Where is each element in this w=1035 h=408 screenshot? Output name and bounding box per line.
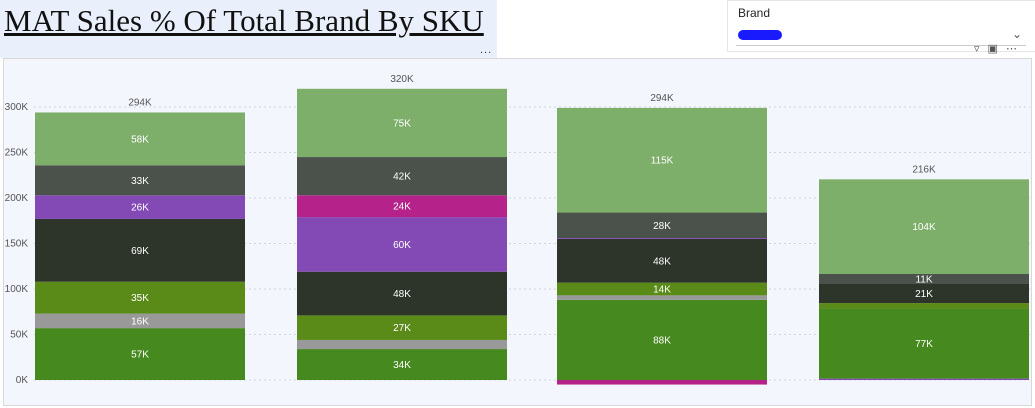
total-label: 216K: [912, 164, 936, 175]
data-label: 11K: [915, 274, 932, 285]
bar-segment: [297, 217, 507, 272]
bar-segment: [297, 349, 507, 380]
bar-segment: [35, 218, 245, 282]
data-label: 57K: [131, 350, 149, 361]
bar-segment: [35, 112, 245, 166]
brand-slicer[interactable]: Brand ⌄: [727, 0, 1035, 52]
slicer-label: Brand: [738, 6, 771, 20]
data-label: 58K: [131, 134, 149, 145]
more-options-icon[interactable]: ⋯: [1005, 43, 1017, 55]
data-label: 42K: [393, 172, 411, 183]
bar-segment: [819, 378, 1029, 380]
focus-mode-icon[interactable]: ▣: [987, 43, 998, 55]
bar-segment: [557, 299, 767, 380]
total-label: 294K: [650, 93, 674, 104]
data-label: 104K: [912, 222, 936, 233]
data-label: 21K: [915, 289, 933, 300]
brand-dropdown[interactable]: ⌄: [736, 25, 1026, 46]
more-options-icon[interactable]: ...: [480, 44, 493, 56]
redacted-value: [738, 30, 782, 40]
bar-segment: [557, 238, 767, 239]
y-tick-label: 250K: [5, 148, 29, 159]
data-label: 34K: [393, 360, 411, 371]
bar-segment: [35, 328, 245, 380]
bar-segment: [557, 107, 767, 213]
data-label: 24K: [393, 202, 411, 213]
total-label: 294K: [128, 97, 152, 108]
y-tick-label: 0K: [16, 375, 29, 386]
bar-segment: [819, 303, 1029, 309]
page-title: MAT Sales % Of Total Brand By SKU: [4, 3, 484, 38]
bar-segment: [297, 315, 507, 340]
y-tick-label: 50K: [10, 330, 28, 341]
bar-segment: [35, 195, 245, 219]
filter-icon[interactable]: ▿: [974, 43, 980, 55]
bar-segment: [297, 88, 507, 158]
bar-segment: [819, 179, 1029, 274]
data-label: 28K: [653, 221, 671, 232]
bar-segment: [297, 195, 507, 218]
data-label: 48K: [393, 289, 411, 300]
data-label: 115K: [651, 156, 674, 167]
data-label: 69K: [131, 246, 149, 257]
bar-segment: [35, 313, 245, 329]
y-tick-label: 150K: [5, 239, 29, 250]
data-label: 27K: [393, 323, 411, 334]
data-label: 75K: [393, 118, 411, 129]
y-tick-label: 200K: [5, 193, 29, 204]
data-label: 33K: [131, 176, 149, 187]
visual-header-icons: ▿ ▣ ⋯: [974, 42, 1034, 56]
bar-segment: [557, 295, 767, 300]
bar-segment: [35, 281, 245, 314]
data-label: 60K: [393, 240, 411, 251]
data-label: 14K: [653, 285, 671, 296]
bar-segment: [297, 271, 507, 316]
bar-segment: [819, 283, 1029, 304]
data-label: 77K: [915, 339, 933, 350]
data-label: 48K: [653, 256, 671, 267]
bar-segment: [819, 273, 1029, 284]
bar-segment: [557, 282, 767, 296]
title-panel: MAT Sales % Of Total Brand By SKU ...: [0, 0, 497, 58]
bar-segment: [297, 339, 507, 350]
data-label: 35K: [131, 293, 149, 304]
bar-segment: [557, 238, 767, 283]
bar-segment: [35, 165, 245, 196]
data-label: 88K: [653, 335, 671, 346]
data-label: 26K: [131, 203, 149, 214]
y-tick-label: 100K: [5, 284, 29, 295]
bar-segment: [819, 308, 1029, 379]
y-tick-label: 300K: [5, 102, 29, 113]
total-label: 320K: [390, 74, 414, 85]
bar-segment: [557, 212, 767, 239]
bar-segment: [297, 157, 507, 196]
bar-segment: [557, 380, 767, 385]
data-label: 16K: [131, 316, 149, 327]
chevron-down-icon[interactable]: ⌄: [1011, 27, 1022, 41]
